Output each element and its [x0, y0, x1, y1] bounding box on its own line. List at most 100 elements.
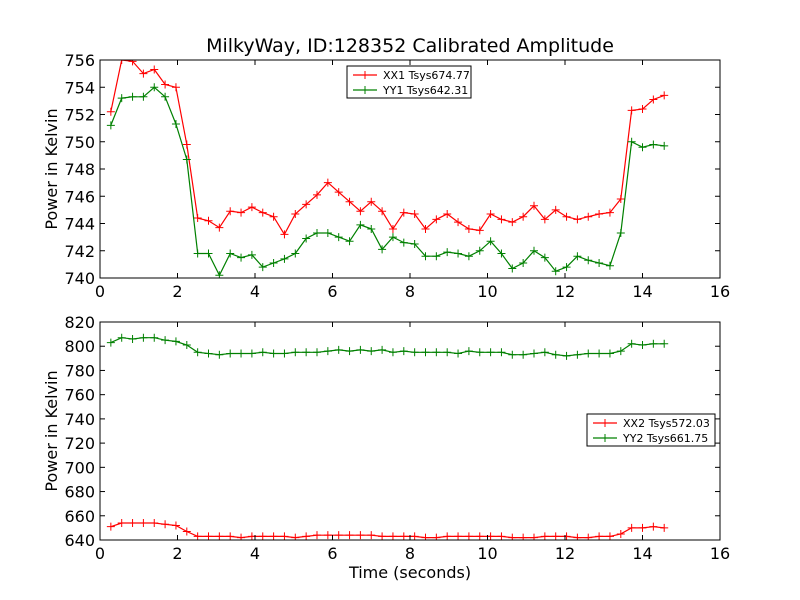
bottom-chart-point — [193, 348, 202, 357]
top-chart-title: MilkyWay, ID:128352 Calibrated Amplitude — [206, 35, 614, 57]
bottom-chart-point — [616, 347, 625, 356]
bottom-chart-point — [584, 349, 593, 358]
bottom-chart-point — [345, 531, 354, 540]
bottom-chart-point — [182, 527, 191, 536]
top-chart-point — [150, 65, 159, 74]
top-chart-point — [519, 212, 528, 221]
top-chart-point — [399, 238, 408, 247]
top-chart-point — [356, 220, 365, 229]
bottom-chart-point — [475, 532, 484, 540]
bottom-chart-point — [562, 532, 571, 540]
bottom-chart-point — [247, 349, 256, 358]
bottom-chart-point — [530, 533, 538, 540]
bottom-chart-legend-box — [586, 413, 716, 447]
bottom-chart-x-tick-label: 6 — [327, 544, 337, 563]
top-chart-point — [226, 207, 235, 216]
top-chart-point — [323, 178, 332, 187]
bottom-chart-legend: XX2 Tsys572.03 YY2 Tsys661.75 — [586, 413, 716, 447]
bottom-chart-point — [660, 339, 669, 348]
top-chart-point — [269, 212, 278, 221]
top-chart-point — [638, 105, 647, 114]
bottom-chart-point — [432, 533, 441, 540]
top-chart-point — [150, 83, 159, 92]
top-chart-point — [562, 212, 571, 221]
bottom-chart-series-2-line — [110, 337, 665, 357]
bottom-chart-y-tick-label: 720 — [64, 434, 95, 453]
bottom-chart-point — [269, 532, 278, 540]
bottom-chart-point — [334, 531, 343, 540]
top-chart-point — [410, 239, 419, 248]
top-chart-point — [443, 248, 452, 257]
top-chart-point — [443, 209, 452, 218]
top-chart-legend-label: YY1 Tsys642.31 — [382, 84, 468, 97]
top-chart-point — [475, 226, 484, 235]
top-chart-y-tick-label: 750 — [64, 133, 95, 152]
bottom-chart-point — [508, 533, 517, 540]
bottom-chart-x-axis-label: Time (seconds) — [348, 563, 471, 582]
bottom-chart-point — [291, 533, 300, 540]
bottom-chart-x-tick-label: 4 — [250, 544, 260, 563]
bottom-chart-legend-marker — [601, 419, 609, 427]
bottom-chart-y-axis-label: Power in Kelvin — [42, 370, 61, 491]
top-chart-x-tick-label: 4 — [250, 282, 260, 301]
bottom-chart-point — [367, 531, 376, 540]
top-chart-point — [302, 200, 311, 209]
top-chart-point — [508, 218, 517, 227]
top-chart: 0 2 4 6 8 10 12 14 16 740 742 744 746 748 750 752 754 756… — [64, 51, 730, 301]
bottom-chart-y-tick-label: 680 — [64, 483, 95, 502]
bottom-chart-point — [649, 522, 658, 531]
top-chart-point — [193, 214, 202, 223]
bottom-chart-point — [454, 349, 463, 358]
bottom-chart-point — [443, 348, 452, 357]
top-chart-legend: XX1 Tsys674.77 YY1 Tsys642.31 — [346, 65, 472, 99]
top-chart-point — [595, 209, 604, 218]
top-chart-point — [627, 137, 636, 146]
bottom-chart-point — [464, 532, 473, 540]
bottom-chart-point — [540, 348, 549, 357]
bottom-chart-y-tick-label: 700 — [64, 458, 95, 477]
top-chart-x-tick-label: 16 — [710, 282, 730, 301]
top-chart-x-tick-label: 2 — [172, 282, 182, 301]
top-chart-series-1 — [106, 60, 669, 239]
bottom-chart-point — [237, 349, 246, 358]
top-chart-x-tick-label: 8 — [405, 282, 415, 301]
top-chart-point — [475, 246, 484, 255]
top-chart-point — [323, 229, 332, 238]
top-chart-point — [486, 237, 495, 246]
top-chart-point — [291, 209, 300, 218]
bottom-chart-point — [117, 519, 126, 528]
bottom-chart-point — [508, 350, 517, 359]
top-chart-point — [464, 224, 473, 233]
bottom-chart-point — [421, 348, 430, 357]
top-chart-x-tick-label: 12 — [555, 282, 575, 301]
bottom-chart-point — [106, 522, 115, 531]
top-chart-point — [106, 121, 115, 130]
bottom-chart-point — [139, 519, 148, 528]
bottom-chart-point — [356, 345, 365, 354]
bottom-chart-y-tick-label: 660 — [64, 507, 95, 526]
top-chart-point — [584, 256, 593, 265]
top-chart-point — [161, 92, 170, 101]
top-chart-point — [432, 252, 441, 261]
bottom-chart-point — [215, 532, 224, 540]
top-chart-point — [388, 233, 397, 242]
top-chart-point — [605, 261, 614, 270]
top-chart-y-tick-label: 744 — [64, 215, 95, 234]
top-chart-point — [421, 252, 430, 261]
bottom-chart-series-2 — [106, 333, 669, 360]
bottom-chart-y-tick-label: 800 — [64, 337, 95, 356]
bottom-chart-legend-label: YY2 Tsys661.75 — [622, 432, 708, 445]
bottom-chart-point — [573, 350, 582, 359]
bottom-chart-point — [519, 533, 528, 540]
top-chart-point — [367, 224, 376, 233]
bottom-chart-point — [204, 532, 213, 540]
top-chart-point — [540, 253, 549, 262]
top-chart-point — [193, 249, 202, 258]
top-chart-point — [410, 209, 419, 218]
bottom-chart-point — [497, 348, 506, 357]
bottom-chart: 0 2 4 6 8 10 12 14 16 640 660 680 700 720 740 760 780 800… — [64, 313, 730, 563]
bottom-chart-point — [367, 347, 376, 356]
top-chart-point — [573, 215, 582, 224]
bottom-chart-y-tick-label: 780 — [64, 361, 95, 380]
